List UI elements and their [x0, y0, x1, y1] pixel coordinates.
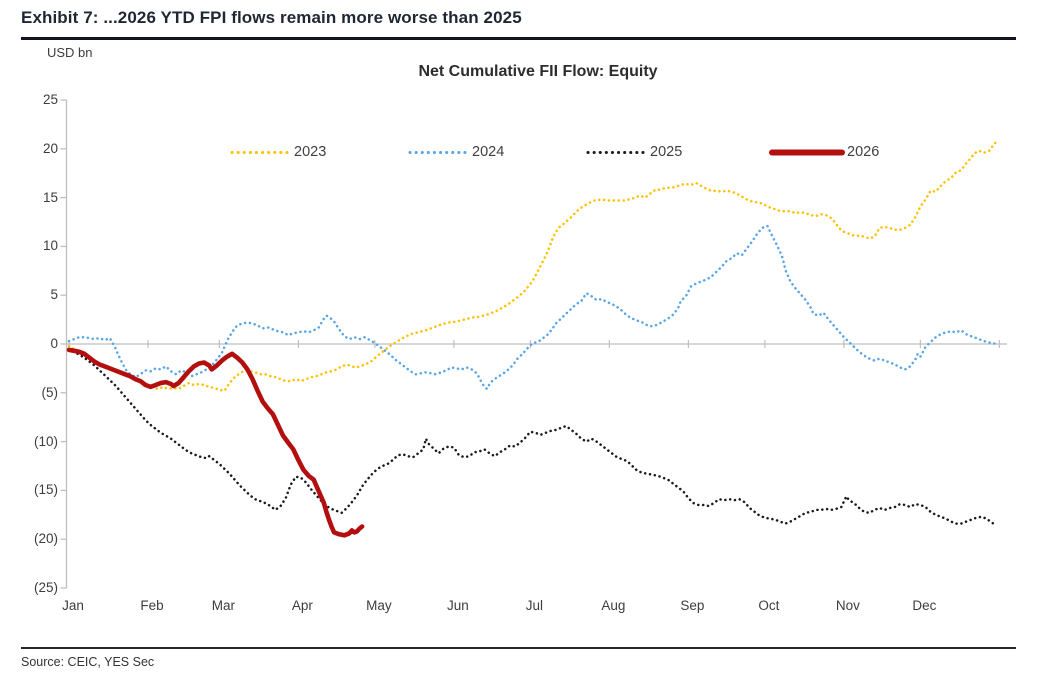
legend-label-2026: 2026 — [847, 144, 880, 160]
legend-label-2025: 2025 — [650, 144, 683, 160]
exhibit-title: Exhibit 7: ...2026 YTD FPI flows remain … — [21, 8, 522, 27]
x-axis-label: Oct — [758, 598, 780, 613]
y-axis-label: (5) — [41, 384, 59, 400]
y-axis-label: 0 — [50, 336, 58, 351]
x-axis-label: Jun — [447, 598, 469, 613]
series-2026-line — [66, 347, 365, 538]
series-2023-line — [67, 139, 999, 393]
y-axis-unit-label: USD bn — [47, 45, 93, 60]
y-axis-label: (15) — [33, 482, 58, 498]
source-divider — [21, 647, 1016, 649]
y-axis-label: 20 — [42, 140, 58, 156]
y-axis-label: 15 — [42, 189, 58, 205]
x-axis-label: Feb — [140, 598, 164, 613]
x-axis-label: Aug — [601, 598, 626, 613]
y-axis-label: (20) — [33, 531, 58, 547]
x-axis-label: Dec — [912, 598, 937, 613]
x-axis-label: Sep — [680, 598, 705, 613]
y-axis-label: (10) — [33, 433, 58, 449]
legend-label-2024: 2024 — [472, 144, 505, 160]
y-axis-label: 10 — [42, 238, 58, 254]
legend-label-2023: 2023 — [294, 144, 327, 160]
x-axis-label: Jan — [62, 598, 84, 613]
y-axis-label: (25) — [33, 580, 58, 595]
y-axis-label: 5 — [50, 287, 58, 303]
y-axis-label: 25 — [42, 92, 58, 107]
source-note: Source: CEIC, YES Sec — [21, 655, 155, 669]
series-2024-line — [67, 224, 999, 391]
chart-title: Net Cumulative FII Flow: Equity — [418, 63, 658, 80]
x-axis-label: May — [366, 598, 392, 613]
x-axis-label: Apr — [291, 598, 313, 613]
x-axis-label: Jul — [525, 598, 543, 613]
title-divider — [21, 37, 1016, 40]
x-axis-label: Nov — [835, 598, 860, 613]
x-axis-label: Mar — [211, 598, 236, 613]
series-2025-line — [67, 347, 999, 527]
